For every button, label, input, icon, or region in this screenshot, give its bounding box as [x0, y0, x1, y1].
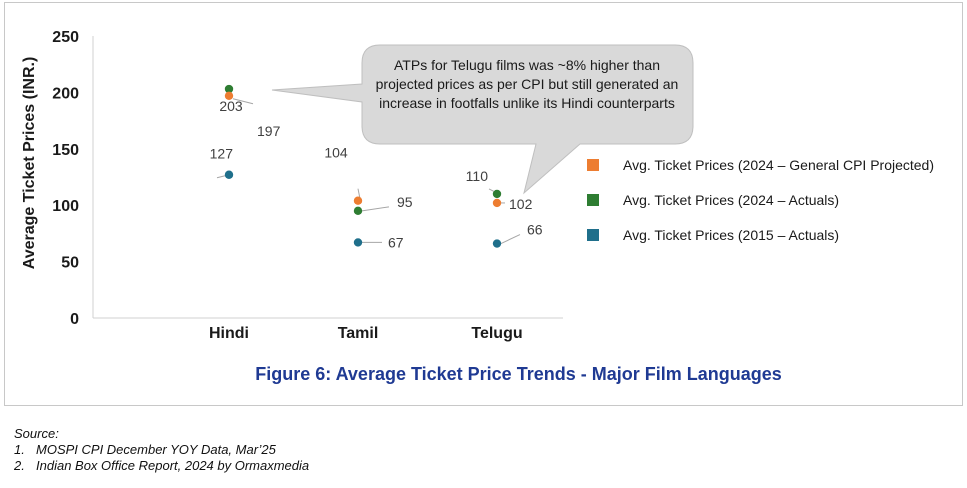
- legend-item-cpi-projected: Avg. Ticket Prices (2024 – General CPI P…: [587, 156, 934, 174]
- legend-label-2024-actuals: Avg. Ticket Prices (2024 – Actuals): [623, 192, 840, 208]
- legend-label-cpi-projected: Avg. Ticket Prices (2024 – General CPI P…: [623, 157, 934, 173]
- source-notes: Source: 1. MOSPI CPI December YOY Data, …: [14, 426, 309, 474]
- y-tick-label: 150: [52, 142, 79, 159]
- data-label-leader: [232, 98, 254, 105]
- data-label: 203: [219, 98, 243, 114]
- data-point: [492, 198, 502, 208]
- data-point: [353, 238, 363, 247]
- data-point: [224, 170, 234, 179]
- data-label: 110: [466, 168, 489, 184]
- legend-swatch-2024-actuals: [587, 194, 599, 206]
- data-label: 95: [397, 194, 413, 210]
- legend-item-2024-actuals: Avg. Ticket Prices (2024 – Actuals): [587, 191, 934, 209]
- y-tick-label: 100: [52, 198, 79, 215]
- source-item: 2. Indian Box Office Report, 2024 by Orm…: [14, 458, 309, 474]
- source-heading: Source:: [14, 426, 59, 441]
- data-label: 197: [257, 123, 281, 139]
- callout-annotation-text: ATPs for Telugu films was ~8% higher tha…: [375, 57, 679, 111]
- legend-swatch-2015-actuals: [587, 229, 599, 241]
- data-label-leader: [500, 234, 521, 245]
- figure-frame: [4, 2, 963, 406]
- y-tick-label: 0: [70, 311, 79, 328]
- source-item-text: MOSPI CPI December YOY Data, Mar’25: [36, 442, 276, 457]
- y-tick-label: 250: [52, 29, 79, 46]
- data-point: [492, 239, 502, 248]
- figure-caption-wrap: Figure 6: Average Ticket Price Trends - …: [0, 364, 967, 385]
- data-point: [224, 84, 234, 94]
- data-label-leader: [361, 206, 390, 212]
- source-item-text: Indian Box Office Report, 2024 by Ormaxm…: [36, 458, 310, 473]
- data-point: [353, 206, 363, 216]
- data-point: [353, 196, 363, 205]
- source-item-number: 1.: [14, 442, 25, 457]
- y-tick-label: 50: [61, 255, 79, 272]
- legend-swatch-cpi-projected: [587, 159, 599, 171]
- data-point: [492, 189, 502, 199]
- source-item: 1. MOSPI CPI December YOY Data, Mar’25: [14, 442, 309, 458]
- legend-item-2015-actuals: Avg. Ticket Prices (2015 – Actuals): [587, 226, 934, 244]
- x-tick-label: Tamil: [338, 325, 379, 342]
- source-item-number: 2.: [14, 458, 25, 473]
- data-label: 127: [210, 146, 234, 162]
- callout-bubble: [271, 44, 694, 195]
- data-label: 104: [324, 145, 348, 161]
- chart-title: Figure 6: Average Ticket Price Trends - …: [255, 364, 782, 384]
- x-tick-label: Telugu: [471, 325, 522, 342]
- data-label: 102: [509, 196, 533, 212]
- scatter-chart: 0 50 100 150 200 250 Average Ticket Prices (IN…: [21, 29, 694, 342]
- data-label: 66: [527, 222, 543, 238]
- x-tick-label: Hindi: [209, 325, 249, 342]
- y-tick-label: 200: [52, 85, 79, 102]
- legend-label-2015-actuals: Avg. Ticket Prices (2015 – Actuals): [623, 227, 840, 243]
- data-label: 67: [388, 234, 404, 250]
- data-label-leader: [216, 175, 226, 179]
- chart-legend: Avg. Ticket Prices (2024 – General CPI P…: [587, 156, 934, 261]
- y-axis-title: Average Ticket Prices (INR.): [21, 57, 38, 270]
- data-point: [224, 91, 234, 100]
